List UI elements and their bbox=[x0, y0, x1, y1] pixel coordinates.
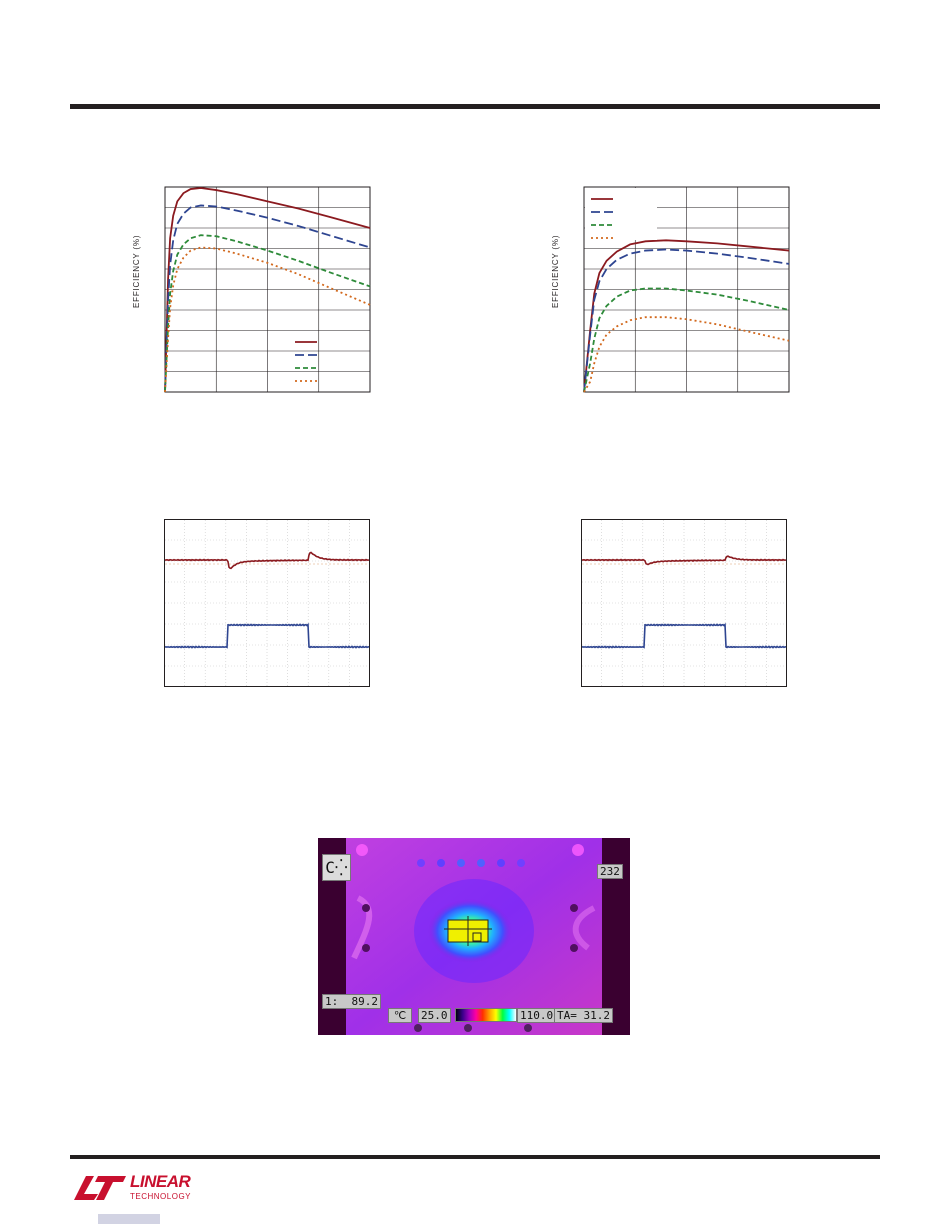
series-line-1 bbox=[164, 187, 371, 393]
logo-word-technology: TECHNOLOGY bbox=[130, 1192, 192, 1201]
efficiency-chart-1: EFFICIENCY (%) bbox=[126, 186, 376, 396]
series-line-2 bbox=[583, 248, 790, 393]
efficiency-chart-2: EFFICIENCY (%) bbox=[545, 186, 795, 396]
thermal-scene bbox=[318, 838, 630, 1035]
transient-scope-1 bbox=[164, 519, 370, 687]
company-logo: LINEAR TECHNOLOGY bbox=[72, 1172, 197, 1206]
trace-output-voltage bbox=[164, 551, 370, 570]
thermal-image: C⁛ 232 1: 89.2 ℃ 25.0 110.0 TA= 31.2 bbox=[318, 838, 630, 1035]
badge-icon: C⁛ bbox=[322, 854, 351, 881]
series-line-4 bbox=[583, 316, 790, 393]
chart-plot bbox=[164, 186, 371, 393]
scope-screen bbox=[581, 519, 787, 687]
page-link[interactable] bbox=[98, 1214, 160, 1224]
footer-rule bbox=[70, 1155, 880, 1159]
logo-word-linear: LINEAR bbox=[130, 1172, 191, 1191]
scale-low-label: 25.0 bbox=[418, 1008, 451, 1023]
series-line-3 bbox=[164, 234, 371, 393]
series-line-1 bbox=[583, 239, 790, 393]
chart-plot bbox=[583, 186, 790, 393]
ambient-readout: TA= 31.2 bbox=[554, 1008, 613, 1023]
trace-output-voltage bbox=[581, 555, 787, 566]
series-line-2 bbox=[164, 204, 371, 393]
spot-readout: 1: 89.2 bbox=[322, 994, 381, 1009]
trace-load-current bbox=[582, 622, 787, 649]
lt-logo-mark bbox=[74, 1176, 126, 1200]
trace-load-current bbox=[165, 622, 370, 649]
thermometer-icon: ℃ bbox=[388, 1008, 412, 1023]
transient-scope-2 bbox=[581, 519, 787, 687]
scope-screen bbox=[164, 519, 370, 687]
max-readout: 232 bbox=[597, 864, 623, 879]
scale-high-label: 110.0 bbox=[517, 1008, 557, 1023]
header-rule bbox=[70, 104, 880, 109]
color-scale-bar bbox=[455, 1008, 517, 1022]
legend-box bbox=[585, 188, 657, 240]
